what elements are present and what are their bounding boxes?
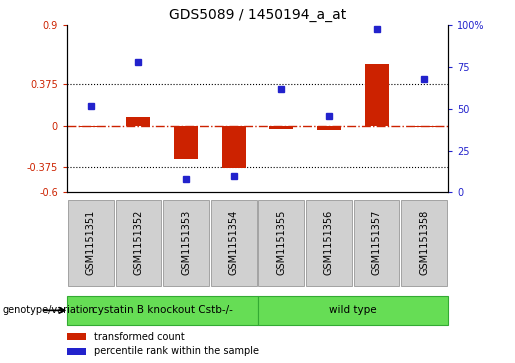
Bar bbox=[317, 126, 341, 130]
Bar bbox=[413, 126, 436, 127]
FancyBboxPatch shape bbox=[354, 200, 400, 286]
Bar bbox=[269, 126, 293, 129]
FancyBboxPatch shape bbox=[67, 295, 258, 325]
Text: wild type: wild type bbox=[329, 305, 376, 315]
Bar bbox=[67, 333, 86, 340]
FancyBboxPatch shape bbox=[306, 200, 352, 286]
FancyBboxPatch shape bbox=[258, 295, 448, 325]
Text: GSM1151358: GSM1151358 bbox=[419, 210, 429, 275]
FancyBboxPatch shape bbox=[163, 200, 209, 286]
Text: transformed count: transformed count bbox=[94, 332, 184, 342]
Text: percentile rank within the sample: percentile rank within the sample bbox=[94, 346, 259, 356]
FancyBboxPatch shape bbox=[259, 200, 304, 286]
Title: GDS5089 / 1450194_a_at: GDS5089 / 1450194_a_at bbox=[169, 8, 346, 22]
FancyBboxPatch shape bbox=[401, 200, 447, 286]
Text: GSM1151357: GSM1151357 bbox=[372, 210, 382, 276]
Bar bbox=[127, 117, 150, 126]
Text: GSM1151352: GSM1151352 bbox=[133, 210, 143, 276]
Text: GSM1151353: GSM1151353 bbox=[181, 210, 191, 275]
Bar bbox=[79, 126, 102, 127]
Bar bbox=[174, 126, 198, 159]
Text: GSM1151351: GSM1151351 bbox=[86, 210, 96, 275]
Bar bbox=[222, 126, 246, 168]
Text: GSM1151355: GSM1151355 bbox=[277, 210, 286, 276]
FancyBboxPatch shape bbox=[115, 200, 161, 286]
FancyBboxPatch shape bbox=[211, 200, 256, 286]
Text: GSM1151356: GSM1151356 bbox=[324, 210, 334, 275]
Text: genotype/variation: genotype/variation bbox=[3, 305, 95, 315]
Text: cystatin B knockout Cstb-/-: cystatin B knockout Cstb-/- bbox=[92, 305, 233, 315]
Bar bbox=[67, 348, 86, 355]
Bar bbox=[365, 64, 388, 126]
Text: GSM1151354: GSM1151354 bbox=[229, 210, 238, 275]
FancyBboxPatch shape bbox=[68, 200, 114, 286]
